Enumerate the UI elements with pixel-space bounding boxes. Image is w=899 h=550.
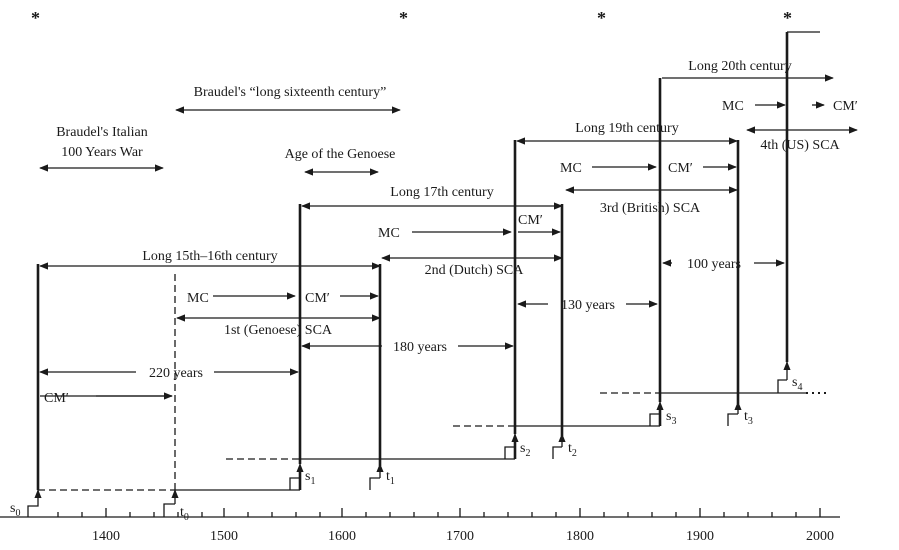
marker-t0: t0 bbox=[180, 505, 189, 523]
label-braudel-italian-1: Braudel's Italian bbox=[56, 125, 148, 140]
marker-s2: s2 bbox=[520, 441, 530, 459]
tick-1700: 1700 bbox=[446, 529, 474, 544]
star-3: * bbox=[597, 8, 606, 28]
marker-t3: t3 bbox=[744, 409, 753, 427]
cycle-dutch: s1 t1 Long 17th century MC CM′ 2nd (Dutc… bbox=[226, 185, 564, 490]
label-long-19: Long 19th century bbox=[575, 121, 678, 136]
label-130-years: 130 years bbox=[561, 298, 615, 313]
label-mc-2: MC bbox=[378, 226, 400, 241]
label-braudel-long-sixteenth: Braudel's “long sixteenth century” bbox=[194, 85, 387, 100]
label-braudel-italian-2: 100 Years War bbox=[61, 145, 143, 160]
label-long-20: Long 20th century bbox=[688, 59, 791, 74]
label-cm-prime-2: CM′ bbox=[518, 213, 543, 228]
star-4: * bbox=[783, 8, 792, 28]
tick-2000: 2000 bbox=[806, 529, 834, 544]
time-axis: 1400 1500 1600 1700 1800 1900 2000 bbox=[0, 508, 840, 544]
marker-s1: s1 bbox=[305, 469, 315, 487]
label-sca-2: 2nd (Dutch) SCA bbox=[425, 263, 525, 278]
label-100-years: 100 years bbox=[687, 257, 741, 272]
marker-t1: t1 bbox=[386, 469, 395, 487]
tick-1800: 1800 bbox=[566, 529, 594, 544]
label-cm-prime-1: CM′ bbox=[305, 291, 330, 306]
label-cm-prime-4: CM′ bbox=[833, 99, 858, 114]
label-180-years: 180 years bbox=[393, 340, 447, 355]
label-long-17: Long 17th century bbox=[390, 185, 493, 200]
tick-1900: 1900 bbox=[686, 529, 714, 544]
label-cm-prime-0: CM′ bbox=[44, 391, 69, 406]
label-220-years: 220 years bbox=[149, 366, 203, 381]
star-2: * bbox=[399, 8, 408, 28]
tick-1500: 1500 bbox=[210, 529, 238, 544]
label-age-of-genoese: Age of the Genoese bbox=[285, 147, 396, 162]
label-mc-3: MC bbox=[560, 161, 582, 176]
cycle-genoese: Long 15th–16th century MC CM′ 1st (Genoe… bbox=[10, 249, 382, 523]
tick-1400: 1400 bbox=[92, 529, 120, 544]
label-sca-3: 3rd (British) SCA bbox=[600, 201, 701, 216]
star-1: * bbox=[31, 8, 40, 28]
label-sca-4: 4th (US) SCA bbox=[760, 138, 840, 153]
cycle-us: s3 t3 s4 Long 20th century MC CM′ 4th (U… bbox=[600, 31, 858, 427]
marker-s0: s0 bbox=[10, 501, 20, 519]
label-sca-1: 1st (Genoese) SCA bbox=[224, 323, 333, 338]
label-mc-1: MC bbox=[187, 291, 209, 306]
marker-t2: t2 bbox=[568, 441, 577, 459]
label-mc-4: MC bbox=[722, 99, 744, 114]
tick-1600: 1600 bbox=[328, 529, 356, 544]
label-cm-prime-3: CM′ bbox=[668, 161, 693, 176]
marker-s4: s4 bbox=[792, 375, 802, 393]
cycle-british: s2 t2 Long 19th century MC CM′ 3rd (Brit… bbox=[453, 121, 740, 459]
label-long-15-16: Long 15th–16th century bbox=[142, 249, 277, 264]
marker-s3: s3 bbox=[666, 409, 676, 427]
